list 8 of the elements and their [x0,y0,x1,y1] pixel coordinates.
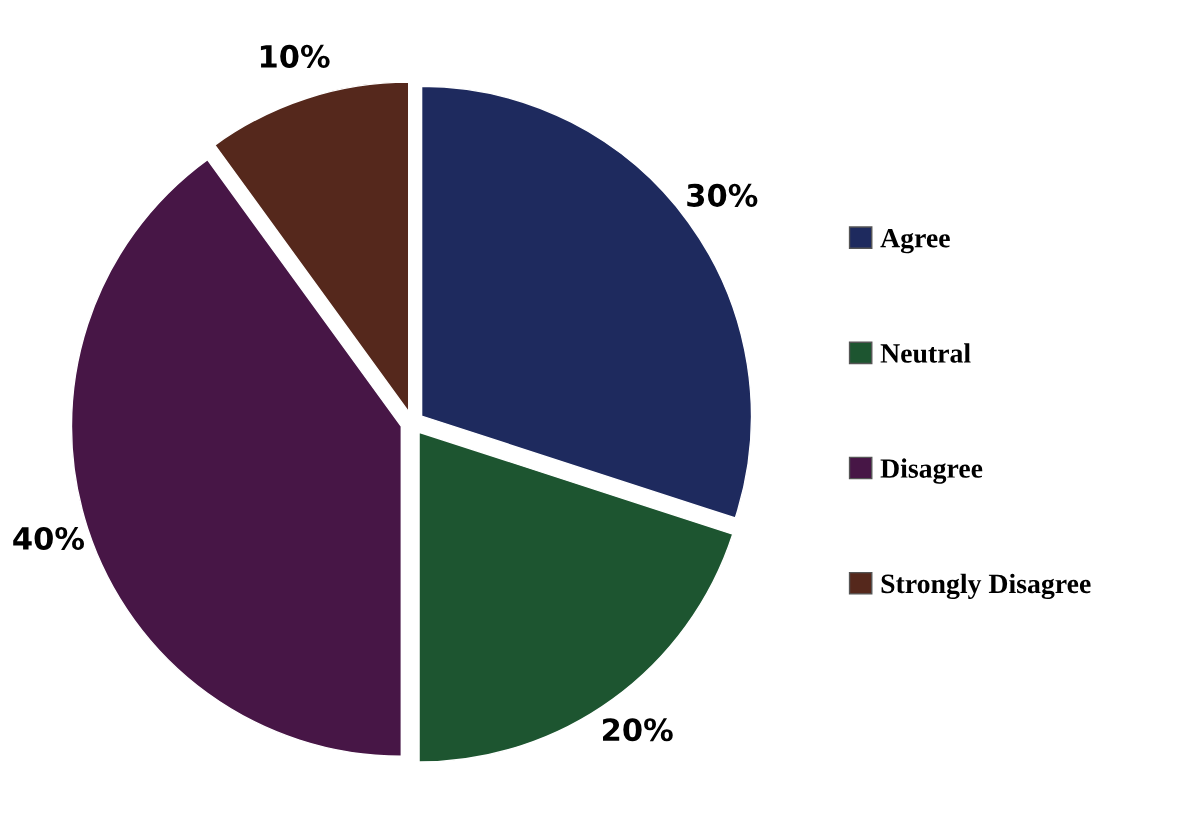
legend-label: Agree [880,228,950,254]
legend-label: Strongly Disagree [881,573,1091,600]
legend-label: Disagree [880,458,983,484]
data-label: 20% [603,718,673,742]
data-label: 10% [260,44,330,68]
legend-label: Neutral [880,343,971,363]
data-label: 40% [13,526,85,550]
data-label: 30% [687,183,758,207]
